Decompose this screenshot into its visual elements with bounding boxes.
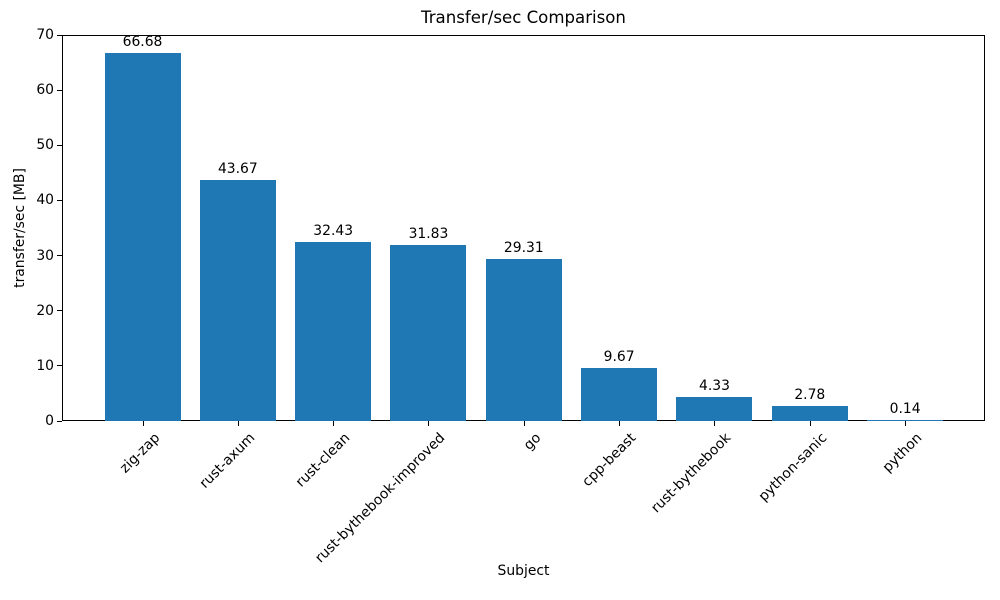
y-tick-label: 20: [36, 302, 54, 319]
x-tick-label: rust-clean: [292, 430, 354, 491]
x-tick-mark: [142, 421, 144, 426]
bar: [199, 180, 276, 421]
y-tick-label: 70: [36, 27, 54, 43]
bar: [104, 53, 181, 421]
bar-value-label: 4.33: [699, 378, 730, 395]
y-tick-label: 50: [36, 137, 54, 154]
y-tick-mark: [57, 310, 62, 312]
bar-value-label: 43.67: [217, 161, 258, 178]
bar-value-label: 29.31: [503, 240, 544, 257]
y-tick-mark: [57, 420, 62, 422]
bar-value-label: 66.68: [122, 34, 163, 51]
chart-title: Transfer/sec Comparison: [421, 8, 626, 27]
y-tick-mark: [57, 255, 62, 257]
y-tick-label: 30: [36, 247, 54, 264]
x-tick-label: python: [879, 430, 926, 476]
x-tick-mark: [523, 421, 525, 426]
y-tick-mark: [57, 199, 62, 201]
x-tick-label: python-sanic: [755, 430, 831, 505]
bar: [581, 367, 658, 421]
x-tick-mark: [237, 421, 239, 426]
x-tick-mark: [333, 421, 335, 426]
y-tick-label: 0: [45, 413, 54, 429]
y-tick-label: 10: [36, 357, 54, 374]
x-axis-label: Subject: [497, 563, 550, 579]
x-tick-mark: [714, 421, 716, 426]
bar-value-label: 9.67: [603, 348, 635, 365]
y-axis-label: transfer/sec [MB]: [12, 168, 28, 288]
y-tick-mark: [57, 89, 62, 91]
bar-value-label: 0.14: [889, 400, 921, 417]
bar: [485, 259, 562, 421]
bar: [295, 242, 372, 421]
y-tick-label: 60: [36, 82, 54, 99]
x-tick-label: rust-bythebook: [648, 430, 735, 517]
y-tick-mark: [57, 365, 62, 367]
bar-value-label: 31.83: [408, 226, 449, 243]
bar-value-label: 2.78: [794, 386, 826, 403]
y-tick-mark: [57, 144, 62, 146]
x-tick-label: cpp-beast: [579, 430, 640, 490]
x-tick-mark: [619, 421, 621, 426]
x-tick-label: rust-axum: [196, 430, 259, 492]
bar: [390, 245, 467, 421]
x-tick-label: zig-zap: [116, 430, 163, 477]
x-tick-label: go: [520, 430, 545, 454]
bar: [867, 419, 944, 421]
x-tick-mark: [809, 421, 811, 426]
x-tick-mark: [428, 421, 430, 426]
bar: [771, 405, 848, 421]
x-tick-mark: [905, 421, 907, 426]
bar: [676, 397, 753, 421]
bar-value-label: 32.43: [313, 223, 354, 240]
y-tick-label: 40: [36, 192, 54, 209]
y-tick-mark: [57, 34, 62, 36]
